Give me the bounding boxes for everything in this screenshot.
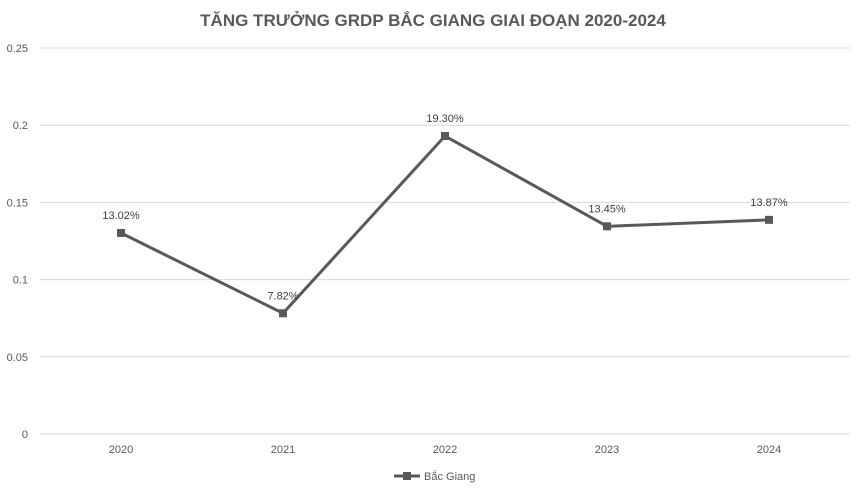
- series-line: [120, 134, 770, 315]
- x-tick-label: 2022: [433, 444, 457, 456]
- x-tick-label: 2020: [109, 444, 133, 456]
- y-tick-label: 0.05: [7, 352, 28, 364]
- data-point-marker: [441, 132, 449, 141]
- data-label: 19.30%: [426, 113, 464, 125]
- data-points: [117, 132, 773, 318]
- data-point-marker: [117, 228, 125, 237]
- y-axis-ticks: 0 0.05 0.1 0.15 0.2 0.25: [7, 43, 28, 441]
- x-axis-ticks: 2020 2021 2022 2023 2024: [109, 444, 781, 456]
- data-point-marker: [765, 215, 773, 224]
- x-tick-label: 2024: [757, 444, 781, 456]
- legend-marker: [403, 472, 411, 480]
- y-tick-label: 0.25: [7, 43, 28, 55]
- y-tick-label: 0: [22, 429, 28, 441]
- legend: Bắc Giang: [394, 470, 475, 483]
- data-labels: 13.02% 7.82% 19.30% 13.45% 13.87%: [102, 113, 788, 302]
- data-label: 7.82%: [267, 290, 298, 302]
- legend-label: Bắc Giang: [424, 470, 475, 483]
- data-point-marker: [279, 309, 287, 318]
- series-lines: [120, 134, 770, 315]
- y-tick-label: 0.1: [13, 275, 28, 287]
- gridlines: [40, 47, 850, 435]
- data-label: 13.45%: [588, 203, 626, 215]
- x-tick-label: 2021: [271, 444, 295, 456]
- data-point-marker: [603, 222, 611, 231]
- data-label: 13.87%: [750, 197, 788, 209]
- y-tick-label: 0.2: [13, 120, 28, 132]
- x-tick-label: 2023: [595, 444, 619, 456]
- data-label: 13.02%: [102, 210, 140, 222]
- chart-title: TĂNG TRƯỞNG GRDP BẮC GIANG GIAI ĐOẠN 202…: [200, 11, 666, 30]
- y-tick-label: 0.15: [7, 197, 28, 209]
